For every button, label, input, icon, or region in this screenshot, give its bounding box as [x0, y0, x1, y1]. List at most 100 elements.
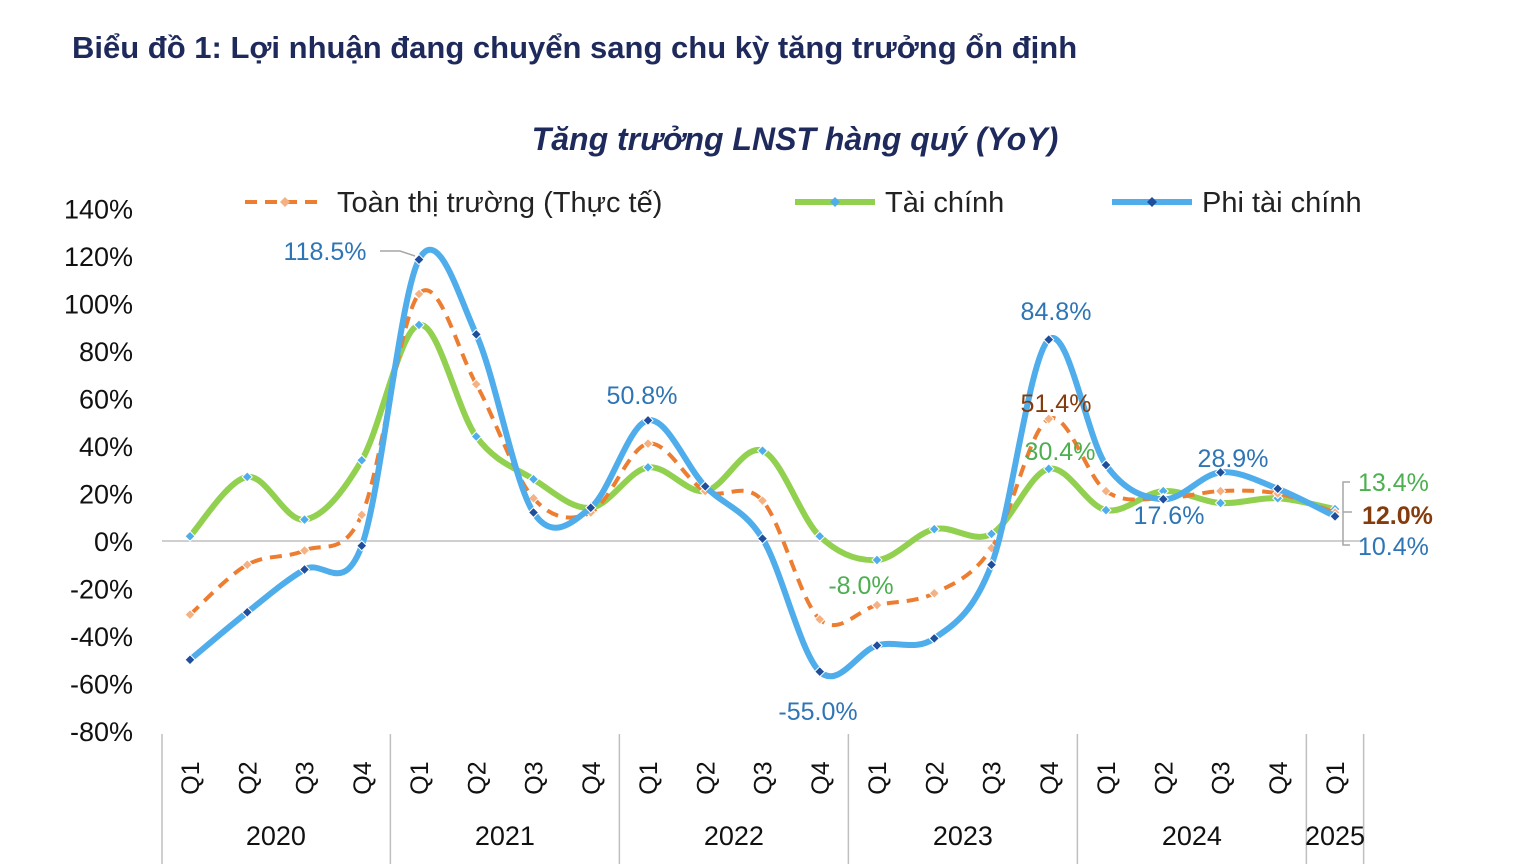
y-tick-label: -20% [70, 575, 133, 605]
chart-title: Tăng trưởng LNST hàng quý (YoY) [532, 121, 1059, 157]
data-point [470, 430, 482, 443]
data-point [184, 530, 196, 542]
x-tick-label: Q2 [463, 761, 491, 794]
data-point [1329, 510, 1341, 523]
data-label: 51.4% [1021, 390, 1092, 418]
x-tick-label: Q1 [406, 761, 434, 794]
data-point [928, 523, 940, 535]
data-label: 30.4% [1025, 438, 1096, 466]
legend-item: Toàn thị trường (Thực tế) [245, 187, 662, 219]
y-tick-label: -60% [70, 670, 133, 700]
legend-marker [280, 197, 290, 207]
data-point [184, 608, 196, 621]
data-label: 28.9% [1198, 445, 1269, 473]
data-point [1100, 504, 1112, 516]
data-point [985, 528, 998, 540]
x-tick-label: Q2 [692, 761, 720, 794]
data-point [527, 492, 540, 504]
data-point [527, 473, 540, 485]
y-axis: -80% -60% -40% -20% 0% 20% 40% 60% 80% 100% 120% 14… [64, 195, 133, 748]
legend-item: Tài chính [795, 187, 1004, 219]
y-tick-label: 140% [64, 195, 133, 225]
data-point [1272, 483, 1284, 495]
data-label: -55.0% [778, 698, 857, 726]
data-point [1043, 463, 1055, 475]
data-point [1043, 413, 1055, 425]
x-tick-label: Q4 [807, 761, 835, 794]
series-line [187, 247, 1338, 680]
x-tick-label: Q3 [979, 761, 1007, 794]
x-tick-label: Q3 [750, 761, 778, 794]
data-point [1100, 459, 1112, 471]
data-point [413, 319, 425, 331]
data-point [1157, 493, 1169, 505]
data-point [814, 613, 826, 626]
data-point [1043, 333, 1055, 346]
x-tick-label: Q2 [234, 761, 262, 794]
legend-label: Toàn thị trường (Thực tế) [337, 187, 662, 219]
x-tick-label: Q1 [635, 761, 663, 794]
data-point [356, 454, 368, 466]
x-tick-label: Q3 [292, 761, 320, 794]
x-tick-label: Q2 [1150, 761, 1178, 794]
x-axis: 2020 2021 2022 2023 2024 2025 Q1 Q2 Q3 Q4 Q1 Q2 Q3 Q4… [161, 540, 1365, 864]
y-tick-label: -40% [70, 622, 133, 652]
data-point [642, 437, 654, 450]
x-tick-label: Q4 [349, 761, 377, 794]
data-point [413, 288, 425, 300]
data-label: 84.8% [1021, 298, 1092, 326]
x-tick-label: Q2 [921, 761, 949, 794]
data-label: 13.4% [1358, 469, 1429, 497]
x-tick-label: Q1 [864, 761, 892, 794]
data-label: 12.0% [1362, 502, 1433, 530]
y-tick-label: 80% [79, 337, 133, 367]
data-label: 17.6% [1134, 502, 1205, 530]
x-tick-label: Q4 [1036, 761, 1064, 794]
data-point [928, 587, 940, 599]
x-tick-label: Q4 [1265, 761, 1293, 794]
legend-label: Phi tài chính [1202, 187, 1362, 219]
y-tick-label: -80% [70, 717, 133, 747]
y-tick-label: 40% [79, 432, 133, 462]
data-label: 118.5% [284, 238, 367, 266]
data-point [356, 509, 368, 521]
data-label: 50.8% [607, 382, 678, 410]
x-tick-label: Q4 [578, 761, 606, 794]
x-tick-label: Q1 [1093, 761, 1121, 794]
data-point [814, 665, 826, 678]
data-point [985, 559, 998, 571]
x-tick-label: Q1 [177, 761, 205, 794]
data-point [241, 606, 253, 618]
y-tick-label: 100% [64, 290, 133, 320]
data-point [871, 639, 883, 652]
data-labels: 118.5% 50.8% -55.0% 84.8% 17.6% 28.9% 51.4% 30.… [284, 238, 1433, 726]
data-point [470, 378, 482, 390]
data-point [298, 513, 311, 526]
data-point [871, 599, 883, 611]
data-point [1214, 466, 1227, 479]
end-label-bracket [1342, 481, 1352, 546]
legend-label: Tài chính [885, 187, 1004, 219]
year-label: 2023 [933, 821, 993, 851]
data-point [585, 502, 597, 514]
series-2 [184, 247, 1341, 680]
legend-marker [830, 197, 840, 207]
series-0 [184, 288, 1341, 628]
data-point [241, 559, 253, 571]
series-layer [184, 247, 1341, 680]
x-tick-label: Q3 [1208, 761, 1236, 794]
data-point [642, 461, 654, 474]
data-point [756, 532, 769, 545]
y-tick-label: 60% [79, 385, 133, 415]
data-point [527, 506, 540, 519]
year-label: 2025 [1305, 821, 1365, 851]
data-point [184, 654, 196, 666]
data-point [1214, 485, 1227, 497]
data-point [699, 480, 711, 493]
data-point [298, 563, 311, 576]
label-leader [380, 250, 416, 257]
year-label: 2021 [475, 821, 535, 851]
legend-item: Phi tài chính [1112, 187, 1362, 219]
series-line [187, 321, 1338, 564]
